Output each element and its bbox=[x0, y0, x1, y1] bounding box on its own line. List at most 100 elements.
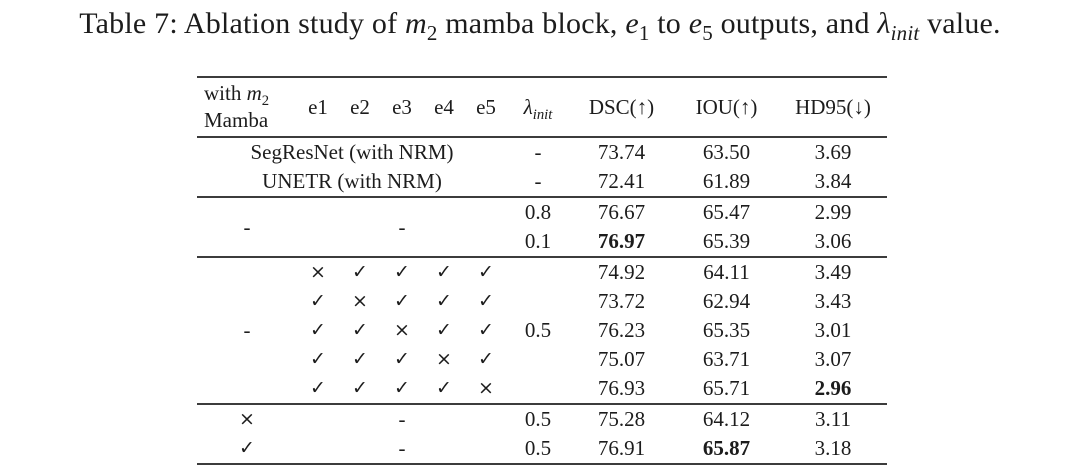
e2-cross-cell: × bbox=[352, 290, 368, 312]
dsc-value-cell: 75.28 bbox=[597, 407, 646, 431]
hd95-value-cell: 2.96 bbox=[779, 374, 887, 405]
lambda-dash-cell: - bbox=[507, 167, 569, 198]
table-row: ✓ -0.5 76.91 65.87 3.18 bbox=[197, 434, 887, 465]
e-outputs-dash-cell: - bbox=[398, 407, 406, 431]
hd95-value-cell: 3.69 bbox=[814, 140, 852, 164]
e5-check-cell: ✓ bbox=[478, 319, 494, 341]
e5-check-cell: ✓ bbox=[478, 290, 494, 312]
lambda-value-cell: 0.5 bbox=[507, 434, 569, 465]
header-lambda-init: λinit bbox=[507, 77, 569, 138]
table-row: × - 0.5 75.28 64.12 3.11 bbox=[197, 404, 887, 434]
e5-check-cell: ✓ bbox=[478, 261, 494, 283]
dsc-value-cell: 75.07 bbox=[597, 347, 646, 371]
header-hd95: HD95(↓) bbox=[779, 77, 887, 138]
iou-value-cell: 64.11 bbox=[703, 260, 750, 284]
e-outputs-dash-cell: - bbox=[297, 434, 507, 465]
e2-check-cell: ✓ bbox=[352, 319, 368, 341]
header-e4: e4 bbox=[423, 77, 465, 138]
header-row: with m2 Mamba e1 e2 e3 e4 e5 λinit DSC(↑… bbox=[197, 77, 887, 138]
e1-check-cell: ✓ bbox=[310, 319, 326, 341]
iou-value-cell: 65.35 bbox=[702, 318, 751, 342]
header-e3: e3 bbox=[381, 77, 423, 138]
e2-check-cell: ✓ bbox=[352, 348, 368, 370]
model-name-cell: SegResNet (with NRM) bbox=[250, 140, 454, 164]
dsc-value-cell: 76.23 bbox=[597, 318, 646, 342]
iou-value-cell: 65.47 bbox=[702, 200, 751, 224]
dsc-value-cell: 76.67 bbox=[597, 200, 646, 224]
iou-value-cell: 62.94 bbox=[702, 289, 751, 313]
header-e2: e2 bbox=[339, 77, 381, 138]
table-row: ✓ ✓ × ✓ ✓ 76.23 65.35 3.01 bbox=[197, 316, 887, 345]
e3-check-cell: ✓ bbox=[394, 290, 410, 312]
mamba-dash-cell: - bbox=[197, 257, 297, 405]
lambda-value-cell: 0.8 bbox=[524, 200, 552, 224]
table-row: ✓ × ✓ ✓ ✓ 73.72 62.94 3.43 bbox=[197, 287, 887, 316]
iou-value-cell: 65.39 bbox=[674, 227, 779, 258]
e2-check-cell: ✓ bbox=[352, 261, 368, 283]
e3-check-cell: ✓ bbox=[394, 261, 410, 283]
e4-check-cell: ✓ bbox=[436, 261, 452, 283]
dsc-value-cell: 76.93 bbox=[569, 374, 674, 405]
header-e1: e1 bbox=[297, 77, 339, 138]
lambda-value-cell: 0.1 bbox=[507, 227, 569, 258]
ablation-table-container: with m2 Mamba e1 e2 e3 e4 e5 λinit DSC(↑… bbox=[197, 76, 887, 465]
mamba-check-cell: ✓ bbox=[197, 434, 297, 465]
e2-check-cell: ✓ bbox=[339, 374, 381, 405]
e1-cross-cell: × bbox=[310, 261, 326, 283]
table-caption: Table 7: Ablation study of m2 mamba bloc… bbox=[79, 7, 1001, 45]
table-row: ✓ ✓ ✓ × ✓ 75.07 63.71 3.07 bbox=[197, 345, 887, 374]
hd95-value-cell: 3.07 bbox=[814, 347, 852, 371]
e-outputs-dash-cell: - bbox=[297, 197, 507, 258]
iou-value-cell: 63.50 bbox=[702, 140, 751, 164]
iou-value-cell: 65.87 bbox=[674, 434, 779, 465]
iou-value-cell: 63.71 bbox=[702, 347, 751, 371]
hd95-value-cell: 3.06 bbox=[779, 227, 887, 258]
iou-value-cell: 65.71 bbox=[674, 374, 779, 405]
dsc-value-cell: 74.92 bbox=[597, 260, 646, 284]
header-iou: IOU(↑) bbox=[674, 77, 779, 138]
dsc-value-cell: 72.41 bbox=[569, 167, 674, 198]
e3-check-cell: ✓ bbox=[394, 348, 410, 370]
e3-check-cell: ✓ bbox=[381, 374, 423, 405]
table-body: SegResNet (with NRM) - 73.74 63.50 3.69 UNETR… bbox=[197, 137, 887, 465]
e3-cross-cell: × bbox=[394, 319, 410, 341]
e1-check-cell: ✓ bbox=[310, 290, 326, 312]
mamba-cross-cell: × bbox=[239, 408, 255, 430]
e4-cross-cell: × bbox=[436, 348, 452, 370]
lambda-value-cell: 0.5 bbox=[507, 257, 569, 405]
lambda-dash-cell: - bbox=[534, 140, 542, 164]
ablation-table: with m2 Mamba e1 e2 e3 e4 e5 λinit DSC(↑… bbox=[197, 76, 887, 465]
dsc-value-cell: 73.74 bbox=[597, 140, 646, 164]
dsc-value-cell: 76.91 bbox=[569, 434, 674, 465]
table-row: SegResNet (with NRM) - 73.74 63.50 3.69 bbox=[197, 137, 887, 167]
hd95-value-cell: 3.43 bbox=[814, 289, 852, 313]
hd95-value-cell: 3.01 bbox=[814, 318, 852, 342]
model-name-cell: UNETR (with NRM) bbox=[197, 167, 507, 198]
hd95-value-cell: 3.11 bbox=[815, 407, 851, 431]
table-row: - × ✓ ✓ ✓ ✓ 0.5 74.92 64.11 3.49 bbox=[197, 257, 887, 405]
mamba-dash-cell: - bbox=[197, 197, 297, 258]
table-row: ✓ ✓ ✓ ✓ × 76.93 65.71 2.96 bbox=[197, 374, 887, 405]
table-row: UNETR (with NRM) -72.41 61.89 3.84 bbox=[197, 167, 887, 198]
dsc-value-cell: 76.97 bbox=[569, 227, 674, 258]
hd95-value-cell: 2.99 bbox=[814, 200, 852, 224]
header-mamba-line: Mamba bbox=[204, 108, 269, 132]
header-e5: e5 bbox=[465, 77, 507, 138]
header-dsc: DSC(↑) bbox=[569, 77, 674, 138]
e5-check-cell: ✓ bbox=[478, 348, 494, 370]
hd95-value-cell: 3.49 bbox=[814, 260, 852, 284]
e1-check-cell: ✓ bbox=[310, 348, 326, 370]
dsc-value-cell: 73.72 bbox=[597, 289, 646, 313]
e4-check-cell: ✓ bbox=[436, 319, 452, 341]
e4-check-cell: ✓ bbox=[436, 290, 452, 312]
header-with-m2-line: with m2 bbox=[204, 81, 270, 110]
e5-cross-cell: × bbox=[465, 374, 507, 405]
header-with-m2-mamba: with m2 Mamba bbox=[197, 77, 297, 138]
iou-value-cell: 64.12 bbox=[702, 407, 751, 431]
lambda-value-cell: 0.5 bbox=[524, 407, 552, 431]
hd95-value-cell: 3.18 bbox=[779, 434, 887, 465]
e4-check-cell: ✓ bbox=[423, 374, 465, 405]
hd95-value-cell: 3.84 bbox=[779, 167, 887, 198]
table-row: 0.1 76.97 65.39 3.06 bbox=[197, 227, 887, 258]
table-row: - -0.8 76.67 65.47 2.99 bbox=[197, 197, 887, 258]
